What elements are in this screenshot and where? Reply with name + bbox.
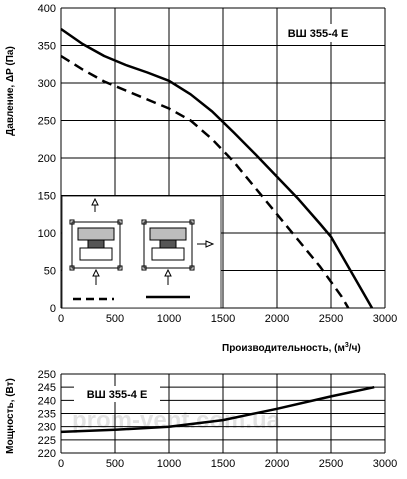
power-y-axis-title: Мощность, (Вт)	[5, 378, 16, 454]
main-model-label-box: ВШ 355-4 Е	[282, 24, 353, 42]
main-y-tick-label: 100	[38, 228, 56, 240]
main-y-tick-label: 250	[38, 116, 56, 128]
main-y-tick-label: 200	[38, 153, 56, 165]
main-series-solid-line	[60, 27, 374, 309]
main-y-tick-label: 300	[38, 78, 56, 90]
power-x-tick-label: 1500	[211, 458, 235, 470]
main-chart-tick-labels: 0 500 1000 1500 2000 2500 3000 0 50 100 150 200 250 3…	[38, 3, 398, 325]
power-chart-tick-labels: 0 500 1000 1500 2000 2500 30002202252302352402…	[38, 369, 398, 470]
x-title-tail: /ч)	[349, 343, 361, 354]
power-x-tick-label: 1000	[157, 458, 181, 470]
main-y-tick-label: 400	[38, 3, 56, 15]
main-x-tick-label: 500	[106, 313, 124, 325]
power-x-tick-label: 3000	[373, 458, 397, 470]
outlet-legend-inset	[61, 195, 222, 309]
main-y-axis-title: Давление, ΔP (Па)	[5, 46, 16, 136]
power-series-solid-line	[60, 385, 375, 434]
main-x-tick-label: 2000	[265, 313, 289, 325]
power-x-tick-label: 2500	[319, 458, 343, 470]
power-y-tick-label: 235	[38, 409, 56, 421]
main-chart: 0 500 1000 1500 2000 2500 3000 0 50 100 150 200 250 3…	[5, 3, 397, 354]
power-y-tick-label: 245	[38, 382, 56, 394]
power-y-tick-label: 220	[38, 448, 56, 460]
main-y-tick-label: 50	[44, 266, 56, 278]
fan-outlet-side-icon	[141, 219, 215, 285]
power-y-tick-label: 250	[38, 369, 56, 381]
main-x-tick-label: 2500	[319, 313, 343, 325]
watermark: prom-vent.com.ua	[72, 407, 281, 434]
power-y-tick-label: 230	[38, 422, 56, 434]
main-chart-series	[60, 27, 374, 309]
main-x-tick-label: 1000	[157, 313, 181, 325]
main-x-axis-title: Производительность, (м3/ч)	[222, 342, 361, 354]
power-chart: 0 500 1000 1500 2000 2500 30002202252302352402…	[5, 369, 397, 470]
main-x-tick-label: 3000	[373, 313, 397, 325]
fan-outlet-top-icon	[69, 197, 123, 285]
x-title-superscript: 3	[345, 342, 349, 349]
power-y-tick-label: 225	[38, 435, 56, 447]
power-model-label: ВШ 355-4 Е	[87, 389, 148, 401]
power-chart-series	[60, 385, 375, 434]
power-x-tick-label: 2000	[265, 458, 289, 470]
power-x-tick-label: 500	[106, 458, 124, 470]
main-y-tick-label: 150	[38, 191, 56, 203]
main-x-tick-label: 1500	[211, 313, 235, 325]
main-x-tick-label: 0	[58, 313, 64, 325]
power-y-tick-label: 240	[38, 395, 56, 407]
x-title-text: Производительность, (м	[222, 343, 345, 354]
main-model-label: ВШ 355-4 Е	[288, 28, 349, 40]
main-y-tick-label: 350	[38, 41, 56, 53]
power-x-tick-label: 0	[58, 458, 64, 470]
power-model-label-box: ВШ 355-4 Е	[74, 386, 160, 402]
main-y-tick-label: 0	[50, 303, 56, 315]
